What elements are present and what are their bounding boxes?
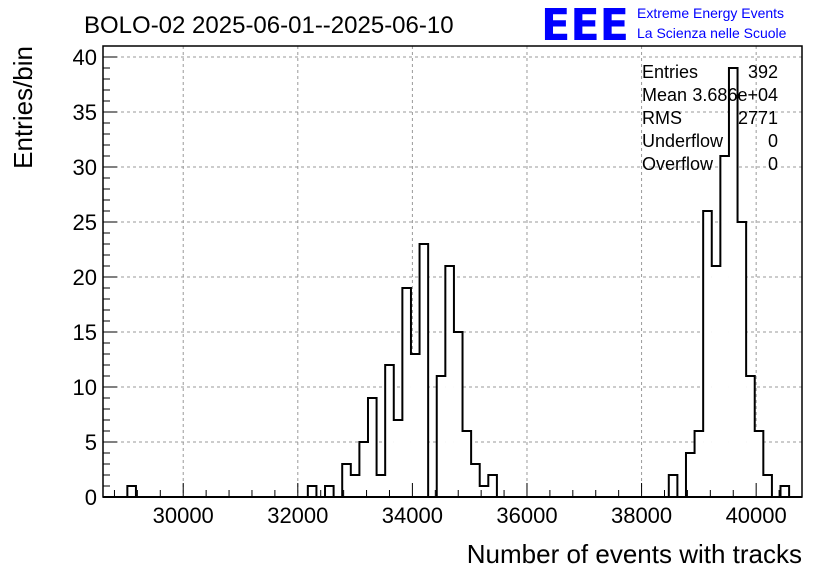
x-axis-label: Number of events with tracks	[467, 539, 802, 569]
histogram-bin	[728, 68, 738, 497]
logo-line-1: Extreme Energy Events	[637, 5, 784, 21]
histogram-bin	[453, 332, 463, 497]
x-axis-ticks: 30000 32000 34000 36000 38000 40000	[113, 483, 803, 528]
histogram-bin	[127, 486, 136, 497]
logo-line-2: La Scienza nelle Scuole	[637, 25, 787, 41]
histogram-bin	[479, 486, 489, 497]
stats-value: 0	[768, 131, 778, 151]
histogram-bin	[342, 464, 351, 497]
eee-logo-mark: EEE	[541, 0, 629, 51]
plot-frame	[102, 45, 803, 498]
y-tick-label: 15	[73, 320, 97, 345]
histogram-bin	[720, 156, 729, 497]
histogram-bin	[367, 398, 377, 497]
x-tick-label: 34000	[382, 503, 443, 528]
histogram-bin	[359, 442, 368, 497]
histogram-bin	[436, 376, 446, 497]
y-tick-label: 5	[85, 430, 97, 455]
histogram-bin	[668, 475, 678, 497]
y-tick-label: 10	[73, 375, 97, 400]
histogram-bin	[402, 288, 411, 497]
stats-label: Mean	[642, 85, 687, 105]
stats-box: Entries 392 Mean 3.686e+04 RMS 2771 Underflow 0…	[642, 62, 778, 174]
y-tick-label: 20	[73, 265, 97, 290]
histogram-bin	[694, 431, 704, 497]
histogram-bin	[462, 431, 472, 497]
y-tick-label: 30	[73, 155, 97, 180]
y-tick-label: 25	[73, 210, 97, 235]
histogram-bin	[385, 365, 394, 497]
histogram-bin	[754, 431, 764, 497]
histogram-bin	[711, 266, 721, 497]
eee-logo: EEE Extreme Energy Events La Scienza nel…	[541, 0, 787, 51]
stats-label: Overflow	[642, 154, 714, 174]
x-tick-label: 36000	[496, 503, 557, 528]
stats-value: 0	[768, 154, 778, 174]
histogram-bin	[376, 475, 386, 497]
histogram-bin	[307, 486, 317, 497]
y-axis-label: Entries/bin	[8, 46, 38, 169]
histogram-bin	[471, 464, 480, 497]
histogram-bin	[445, 266, 454, 497]
stats-value: 392	[748, 62, 778, 82]
stats-label: Entries	[642, 62, 698, 82]
stats-value: 3.686e+04	[692, 85, 778, 105]
histogram-bin	[780, 486, 790, 497]
y-axis-ticks: 0 5 10 15 20 25 30 35 40	[73, 45, 117, 510]
histogram-bin	[419, 244, 429, 497]
histogram-bin	[703, 211, 712, 497]
histogram-bin	[737, 222, 747, 497]
histogram-bin	[763, 475, 772, 497]
x-tick-label: 38000	[611, 503, 672, 528]
histogram-bin	[488, 475, 497, 497]
histogram-bins	[127, 68, 790, 497]
stats-label: RMS	[642, 108, 682, 128]
y-tick-label: 35	[73, 100, 97, 125]
x-tick-label: 40000	[726, 503, 787, 528]
stats-value: 2771	[738, 108, 778, 128]
histogram-bin	[325, 486, 334, 497]
histogram-bin	[685, 453, 695, 497]
histogram-bin	[410, 354, 420, 497]
histogram-bin	[350, 475, 360, 497]
stats-label: Underflow	[642, 131, 724, 151]
x-tick-label: 30000	[153, 503, 214, 528]
histogram-bin	[393, 420, 403, 497]
x-tick-label: 32000	[267, 503, 328, 528]
y-tick-label: 40	[73, 45, 97, 70]
histogram-bin	[746, 376, 755, 497]
chart-title: BOLO-02 2025-06-01--2025-06-10	[84, 12, 454, 39]
y-tick-label: 0	[85, 485, 97, 510]
